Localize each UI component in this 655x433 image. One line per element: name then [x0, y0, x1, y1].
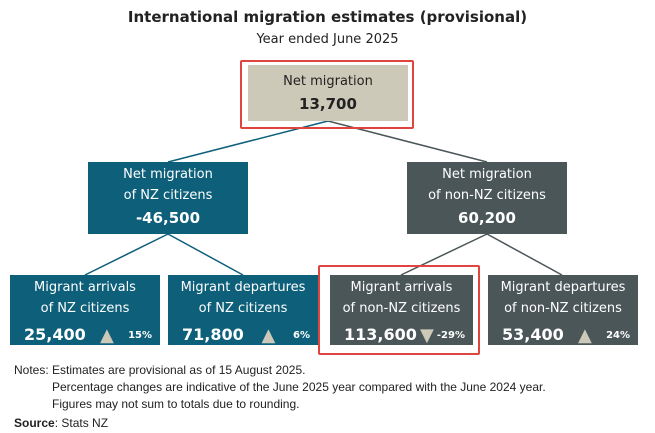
leaf-label2: of NZ citizens: [198, 301, 288, 316]
leaf-percent: -29%: [436, 329, 465, 341]
leaf-value: 25,400: [24, 325, 86, 344]
up-triangle-icon: ▲: [99, 324, 114, 346]
note-line: Figures may not sum to totals due to rou…: [52, 397, 300, 411]
note-line: Estimates are provisional as of 15 Augus…: [52, 363, 306, 377]
leaf-value: 113,600: [344, 325, 417, 344]
leaf-label2: of NZ citizens: [40, 301, 130, 316]
leaf-box: Migrant arrivals of NZ citizens 25,400 ▲…: [10, 275, 160, 346]
down-triangle-icon: ▼: [419, 324, 434, 346]
notes-prefix: Notes:: [14, 363, 49, 377]
up-triangle-icon: ▲: [261, 324, 276, 346]
leaf-value: 53,400: [502, 325, 564, 344]
leaf-label2: of non-NZ citizens: [342, 301, 461, 316]
highlight-nonnz-arrivals: [318, 265, 480, 355]
nz-net-value: -46,500: [135, 209, 201, 227]
net-migration-value: 13,700: [299, 95, 357, 113]
up-triangle-icon: ▲: [577, 324, 592, 346]
leaf-label: Migrant departures: [180, 280, 306, 295]
leaf-percent: 6%: [293, 329, 310, 341]
nonnz-net-label: Net migration: [442, 167, 532, 182]
net-migration-box: Net migration 13,700: [248, 65, 408, 121]
leaf-percent: 15%: [128, 329, 152, 341]
note-line: Percentage changes are indicative of the…: [52, 380, 546, 394]
highlight-net-migration: [240, 60, 414, 129]
leaf-label: Migrant arrivals: [34, 280, 136, 295]
leaf-value: 71,800: [182, 325, 244, 344]
leaf-box: Migrant departures of non-NZ citizens 53…: [488, 275, 638, 346]
leaf-label2: of non-NZ citizens: [504, 301, 622, 316]
nz-net-label2: of NZ citizens: [123, 188, 213, 203]
nonnz-net-value: 60,200: [458, 209, 516, 227]
nz-net-label: Net migration: [123, 167, 213, 182]
leaf-label: Migrant arrivals: [350, 280, 453, 295]
net-migration-label: Net migration: [283, 74, 373, 89]
chart-subtitle: Year ended June 2025: [256, 32, 399, 47]
nz-net-box: Net migration of NZ citizens -46,500: [88, 162, 248, 234]
nonnz-net-label2: of non-NZ citizens: [428, 188, 546, 203]
leaf-box: Migrant departures of NZ citizens 71,800…: [168, 275, 318, 346]
chart-title: International migration estimates (provi…: [127, 8, 528, 26]
leaf-box: Migrant arrivals of non-NZ citizens 113,…: [330, 275, 473, 346]
leaf-label: Migrant departures: [500, 280, 626, 295]
source-text: : Stats NZ: [54, 416, 109, 430]
nonnz-net-box: Net migration of non-NZ citizens 60,200: [407, 162, 567, 234]
leaf-percent: 24%: [606, 329, 630, 341]
source-label: Source: [14, 416, 55, 430]
